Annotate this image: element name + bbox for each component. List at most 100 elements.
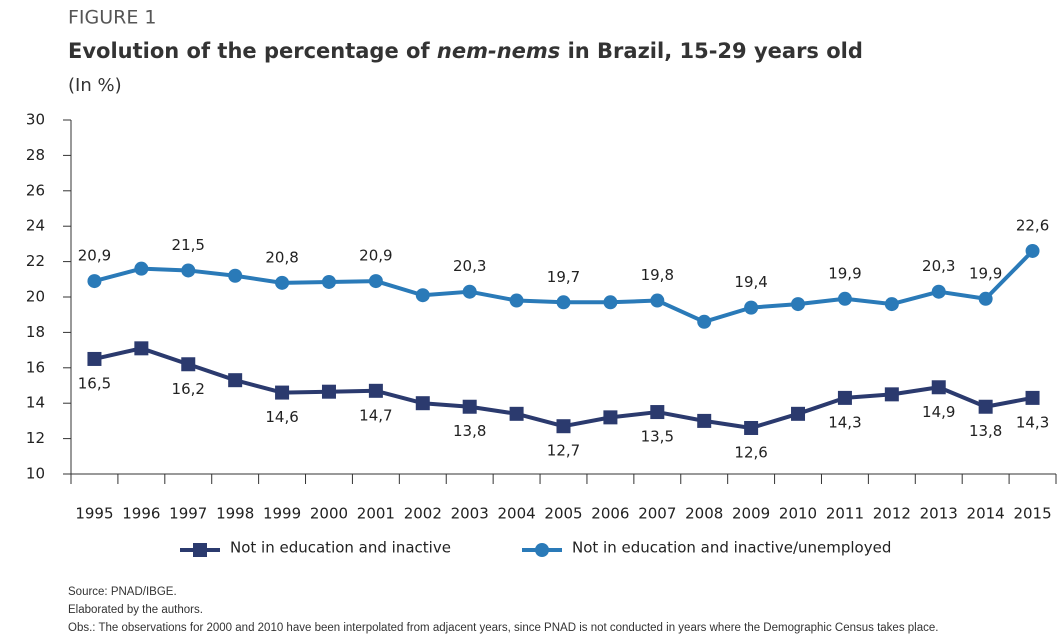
data-label: 13,8 <box>969 422 1002 440</box>
data-label: 14,3 <box>828 413 861 431</box>
x-tick-label: 2010 <box>779 505 817 523</box>
data-point <box>181 263 196 278</box>
data-point <box>509 293 524 308</box>
data-label: 14,6 <box>265 408 298 426</box>
note: Obs.: The observations for 2000 and 2010… <box>68 622 938 634</box>
data-point <box>87 351 102 366</box>
data-point <box>884 297 899 312</box>
data-point <box>228 373 243 388</box>
data-point <box>837 390 852 405</box>
data-label: 20,3 <box>922 257 955 275</box>
data-label: 19,9 <box>828 264 861 282</box>
data-point <box>368 274 383 289</box>
x-tick-label: 1995 <box>75 505 113 523</box>
data-point <box>87 274 102 289</box>
data-point <box>1025 390 1040 405</box>
y-tick-label: 16 <box>26 358 45 376</box>
data-label: 13,8 <box>453 422 486 440</box>
data-point <box>181 357 196 372</box>
data-point <box>744 420 759 435</box>
y-tick-label: 20 <box>26 288 45 306</box>
data-point <box>275 275 290 290</box>
data-point <box>462 284 477 299</box>
data-label: 19,8 <box>641 266 674 284</box>
data-label: 14,7 <box>359 406 392 424</box>
data-label: 20,9 <box>78 247 111 265</box>
x-tick-label: 2002 <box>404 505 442 523</box>
data-point <box>321 384 336 399</box>
data-point <box>462 399 477 414</box>
legend-label: Not in education and inactive/unemployed <box>572 539 891 557</box>
data-label: 20,3 <box>453 257 486 275</box>
data-point <box>978 399 993 414</box>
y-tick-label: 12 <box>26 429 45 447</box>
data-point <box>228 268 243 283</box>
data-label: 19,4 <box>734 273 767 291</box>
y-tick-label: 14 <box>26 394 45 412</box>
x-tick-label: 2007 <box>638 505 676 523</box>
title-part: Evolution of the percentage of <box>68 39 437 63</box>
title-part: nem-nems <box>437 39 560 63</box>
data-point <box>791 297 806 312</box>
data-point <box>509 406 524 421</box>
data-point <box>837 291 852 306</box>
data-label: 14,3 <box>1016 413 1049 431</box>
chart-title: Evolution of the percentage of nem-nems … <box>68 39 863 63</box>
data-point <box>556 295 571 310</box>
x-tick-label: 2009 <box>732 505 770 523</box>
note: Source: PNAD/IBGE. <box>68 586 177 598</box>
x-tick-label: 2005 <box>544 505 582 523</box>
data-point <box>321 274 336 289</box>
y-tick-label: 24 <box>26 217 45 235</box>
data-point <box>697 314 712 329</box>
data-point <box>978 291 993 306</box>
data-point <box>556 419 571 434</box>
data-label: 20,9 <box>359 247 392 265</box>
series-line <box>93 249 1034 324</box>
data-point <box>275 385 290 400</box>
data-point <box>134 261 149 276</box>
data-point <box>744 300 759 315</box>
data-point <box>884 387 899 402</box>
x-tick-label: 1997 <box>169 505 207 523</box>
figure-label: FIGURE 1 <box>68 7 157 29</box>
y-tick-label: 26 <box>26 181 45 199</box>
data-point <box>931 380 946 395</box>
x-tick-label: 2015 <box>1013 505 1051 523</box>
data-label: 14,9 <box>922 403 955 421</box>
x-tick-label: 2012 <box>873 505 911 523</box>
data-point <box>931 284 946 299</box>
data-label: 22,6 <box>1016 216 1049 234</box>
data-label: 12,7 <box>547 442 580 460</box>
y-tick-label: 10 <box>26 465 45 483</box>
x-tick-label: 2011 <box>826 505 864 523</box>
y-tick-label: 22 <box>26 252 45 270</box>
x-tick-label: 2004 <box>498 505 536 523</box>
legend-marker <box>535 543 549 557</box>
note: Elaborated by the authors. <box>68 604 203 616</box>
data-label: 12,6 <box>734 443 767 461</box>
data-label: 19,9 <box>969 264 1002 282</box>
data-label: 16,2 <box>172 380 205 398</box>
x-tick-label: 1996 <box>122 505 160 523</box>
data-point <box>415 396 430 411</box>
data-label: 19,7 <box>547 268 580 286</box>
data-point <box>697 413 712 428</box>
x-tick-label: 2000 <box>310 505 348 523</box>
data-label: 13,5 <box>641 428 674 446</box>
data-label: 21,5 <box>172 236 205 254</box>
data-point <box>368 383 383 398</box>
legend-label: Not in education and inactive <box>230 539 451 557</box>
x-tick-label: 1998 <box>216 505 254 523</box>
x-tick-label: 1999 <box>263 505 301 523</box>
data-point <box>603 410 618 425</box>
x-tick-label: 2006 <box>591 505 629 523</box>
data-point <box>650 405 665 420</box>
x-tick-label: 2013 <box>920 505 958 523</box>
x-tick-label: 2003 <box>451 505 489 523</box>
data-point <box>603 295 618 310</box>
y-tick-label: 30 <box>26 111 45 129</box>
y-tick-label: 18 <box>26 323 45 341</box>
x-tick-label: 2008 <box>685 505 723 523</box>
